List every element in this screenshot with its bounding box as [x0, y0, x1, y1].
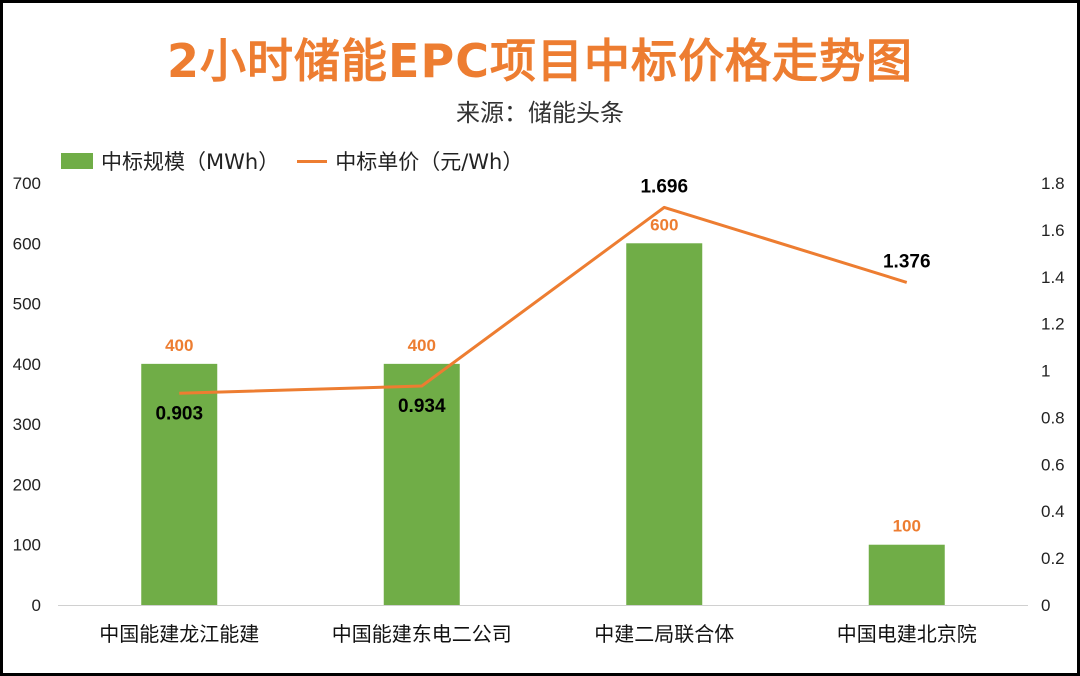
y-left-tick-2: 200	[13, 475, 41, 494]
bar-0	[141, 363, 218, 605]
category-label-3: 中国电建北京院	[837, 622, 977, 646]
y-left-tick-0: 0	[32, 596, 41, 615]
legend-bar-label: 中标规模（MWh）	[101, 150, 280, 174]
legend-line-swatch	[297, 159, 328, 163]
bar-label-1: 400	[408, 336, 436, 355]
legend-item-bar: 中标规模（MWh）	[61, 146, 279, 176]
category-label-2: 中建二局联合体	[594, 622, 734, 646]
y-right-tick-0: 0	[1041, 596, 1050, 615]
y-left-tick-1: 100	[13, 536, 41, 555]
y-left-tick-5: 500	[13, 295, 41, 314]
chart-plot: 0 100 200 300 400 500 600 700 0 0.2 0.4 0.6 0.8 1 1.2 1…	[13, 174, 1065, 646]
y-left-tick-4: 400	[13, 355, 41, 374]
y-right-tick-6: 1.2	[1041, 315, 1065, 334]
legend-line-label: 中标单价（元/Wh）	[335, 150, 524, 174]
price-label-0: 0.903	[155, 403, 203, 424]
bar-label-3: 100	[893, 517, 921, 536]
price-label-2: 1.696	[640, 176, 688, 197]
category-label-0: 中国能建龙江能建	[99, 622, 259, 646]
price-label-1: 0.934	[398, 396, 446, 417]
price-line	[179, 205, 908, 395]
bar-2	[626, 243, 703, 606]
y-right-tick-5: 1	[1041, 362, 1050, 381]
y-right-tick-9: 1.8	[1041, 174, 1065, 193]
y-right-tick-2: 0.4	[1041, 502, 1065, 521]
bar-label-0: 400	[165, 336, 193, 355]
y-right-tick-1: 0.2	[1041, 549, 1065, 568]
bar-label-2: 600	[650, 215, 678, 234]
y-left-tick-3: 300	[13, 415, 41, 434]
y-left-tick-6: 600	[13, 234, 41, 253]
chart-subtitle: 来源：储能头条	[456, 99, 624, 127]
y-right-tick-3: 0.6	[1041, 455, 1065, 474]
category-label-1: 中国能建东电二公司	[332, 622, 512, 646]
legend-item-line: 中标单价（元/Wh）	[297, 146, 523, 176]
bar-1	[383, 363, 460, 605]
y-right-tick-8: 1.6	[1041, 221, 1065, 240]
price-label-3: 1.376	[883, 251, 931, 272]
legend-bar-swatch	[61, 153, 93, 169]
y-left-tick-7: 700	[13, 174, 41, 193]
y-right-tick-4: 0.8	[1041, 408, 1065, 427]
y-right-tick-7: 1.4	[1041, 268, 1065, 287]
bar-3	[868, 544, 945, 605]
chart-title: 2小时储能EPC项目中标价格走势图	[167, 34, 913, 88]
legend: 中标规模（MWh） 中标单价（元/Wh）	[61, 147, 541, 175]
